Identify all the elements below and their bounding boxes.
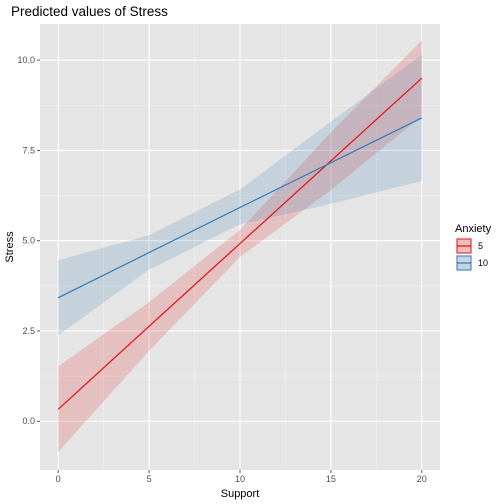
major-gridlines: [40, 24, 440, 470]
legend-key-10: [456, 255, 472, 271]
x-tick-label: 10: [235, 474, 245, 484]
legend-title: Anxiety: [455, 223, 492, 235]
legend-key-5: [456, 238, 472, 254]
x-tick-label: 15: [326, 474, 336, 484]
x-tick-label: 5: [147, 474, 152, 484]
chart-title: Predicted values of Stress: [11, 4, 168, 19]
ribbon-series-5: [58, 40, 422, 452]
line-series-10: [57, 117, 423, 299]
y-tick-label: 10.0: [17, 55, 35, 65]
series-lines: [57, 77, 423, 410]
legend-label-10: 10: [478, 258, 488, 268]
y-tick-label: 2.5: [22, 326, 35, 336]
x-tick-label: 20: [417, 474, 427, 484]
legend: Anxiety 5 10: [455, 223, 492, 271]
ribbon-series-10: [58, 54, 422, 336]
line-series-5: [57, 77, 423, 410]
confidence-ribbons: [58, 40, 422, 452]
x-axis-title: Support: [221, 488, 260, 500]
y-axis-title: Stress: [4, 231, 16, 263]
y-tick-label: 0.0: [22, 416, 35, 426]
y-tick-label: 7.5: [22, 145, 35, 155]
y-tick-label: 5.0: [22, 236, 35, 246]
x-tick-label: 0: [56, 474, 61, 484]
x-axis: 0 5 10 15 20: [56, 470, 427, 484]
y-axis: 0.0 2.5 5.0 7.5 10.0: [17, 55, 40, 426]
legend-label-5: 5: [478, 241, 483, 251]
